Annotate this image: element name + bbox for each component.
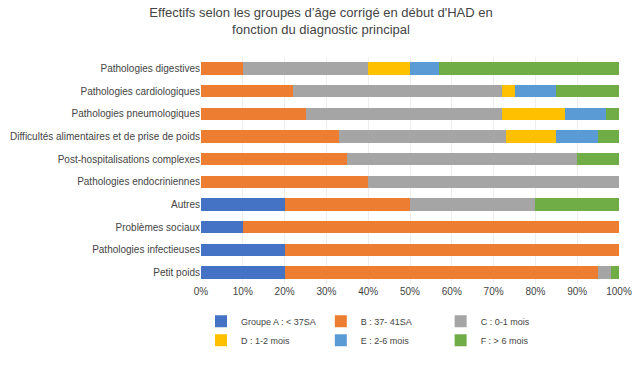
svg-text:80%: 80% xyxy=(525,286,545,297)
svg-text:60%: 60% xyxy=(442,286,462,297)
svg-text:E : 2-6 mois: E : 2-6 mois xyxy=(361,336,410,346)
svg-text:Post-hospitalisations complexe: Post-hospitalisations complexes xyxy=(58,154,200,165)
svg-text:20%: 20% xyxy=(275,286,295,297)
svg-text:40%: 40% xyxy=(358,286,378,297)
svg-text:Pathologies infectieuses: Pathologies infectieuses xyxy=(92,244,200,255)
svg-text:Pathologies cardiologiques: Pathologies cardiologiques xyxy=(80,86,200,97)
svg-text:Pathologies endocriniennes: Pathologies endocriniennes xyxy=(77,176,200,187)
svg-text:Difficultés alimentaires et de: Difficultés alimentaires et de prise de … xyxy=(10,131,200,142)
svg-text:Pathologies digestives: Pathologies digestives xyxy=(100,63,200,74)
svg-text:Problèmes sociaux: Problèmes sociaux xyxy=(116,222,200,233)
svg-text:70%: 70% xyxy=(484,286,504,297)
svg-text:B : 37- 41SA: B : 37- 41SA xyxy=(361,317,412,327)
svg-text:Petit poids: Petit poids xyxy=(153,267,200,278)
svg-text:D : 1-2 mois: D : 1-2 mois xyxy=(241,336,290,346)
svg-text:30%: 30% xyxy=(316,286,336,297)
svg-text:F : > 6 mois: F : > 6 mois xyxy=(481,336,529,346)
svg-text:Groupe A : < 37SA: Groupe A : < 37SA xyxy=(241,317,316,327)
svg-text:Effectifs selon les groupes d’: Effectifs selon les groupes d’âge corrig… xyxy=(149,5,492,37)
svg-text:90%: 90% xyxy=(567,286,587,297)
svg-text:50%: 50% xyxy=(400,286,420,297)
svg-text:100%: 100% xyxy=(606,286,632,297)
svg-text:Autres: Autres xyxy=(171,199,200,210)
svg-text:Pathologies pneumologiques: Pathologies pneumologiques xyxy=(72,108,200,119)
svg-text:10%: 10% xyxy=(233,286,253,297)
svg-text:C : 0-1 mois: C : 0-1 mois xyxy=(481,317,530,327)
svg-text:0%: 0% xyxy=(194,286,209,297)
